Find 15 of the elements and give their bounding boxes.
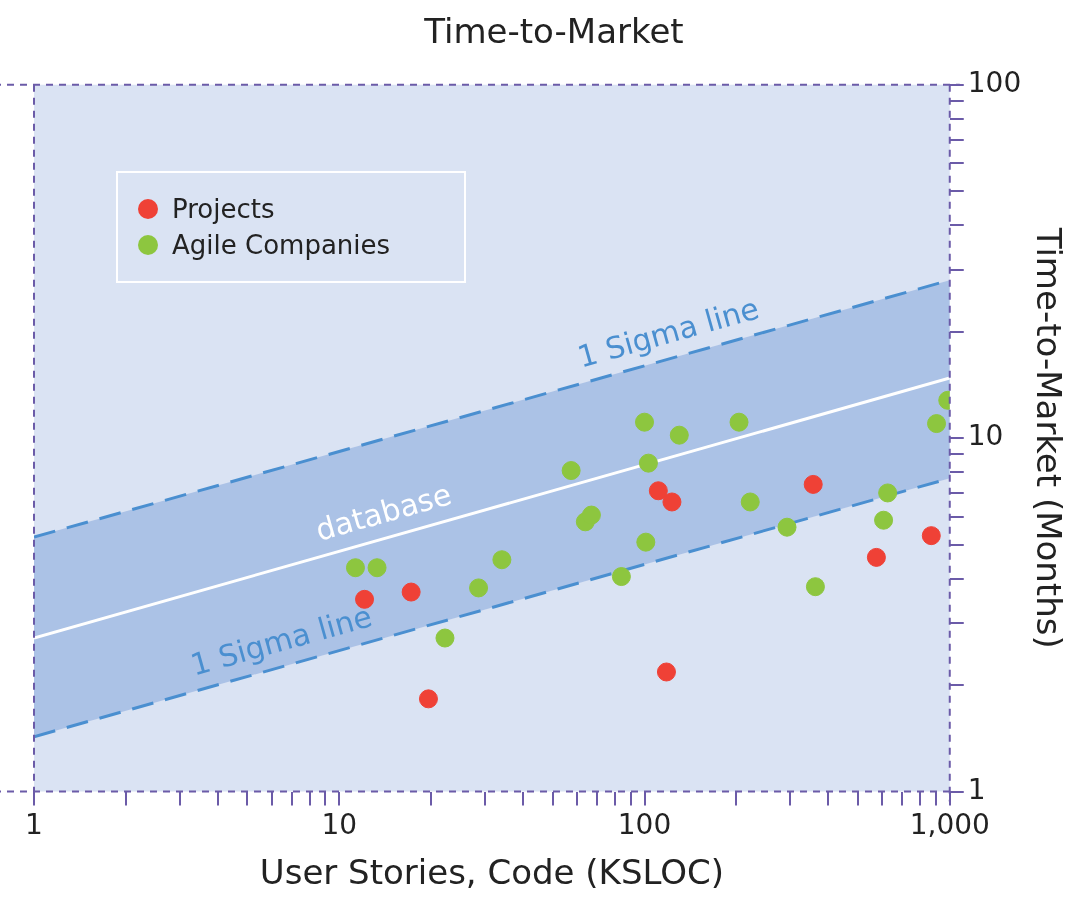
y-axis-title: Time-to-Market (Months) (1028, 226, 1069, 649)
y-tick-label: 10 (967, 419, 1004, 453)
x-tick-label: 10 (321, 807, 358, 841)
annotation: 1 Sigma line (186, 598, 376, 683)
y-tick-label: 100 (967, 66, 1022, 100)
x-tick-label: 1 (25, 807, 43, 841)
legend-label: Agile Companies (172, 230, 391, 260)
x-axis-title: User Stories, Code (KSLOC) (259, 852, 724, 893)
legend-label: Projects (172, 194, 275, 224)
annotation: database (311, 476, 456, 548)
y-tick-label: 1 (967, 772, 986, 806)
annotation: 1 Sigma line (573, 290, 763, 375)
x-tick-label: 100 (617, 807, 672, 841)
x-tick-label: 1,000 (909, 807, 990, 841)
chart-title: Time-to-Market (423, 11, 684, 52)
